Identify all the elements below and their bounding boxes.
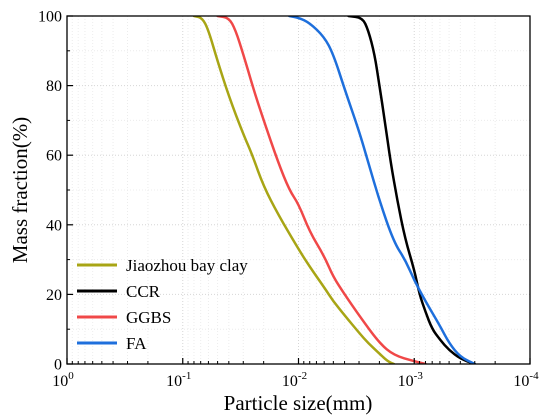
y-tick-label: 20 [46,287,62,304]
series-line-ggbs [216,16,427,364]
x-tick-labels: 100 10-1 10-2 10-3 10-4 [52,370,539,390]
legend-label: CCR [126,282,161,301]
x-tick-label: 10-4 [513,370,539,390]
x-tick-label: 100 [52,370,74,390]
x-axis-title: Particle size(mm) [224,391,373,415]
x-tick-label: 10-1 [166,370,191,390]
series-line-ccr [347,16,477,364]
legend-label: GGBS [126,308,171,327]
y-tick-label: 60 [46,148,62,165]
series-layer [192,16,477,364]
x-tick-label: 10-2 [282,370,307,390]
y-tick-label: 100 [38,9,62,26]
series-line-jiaozhou-bay-clay [192,16,396,364]
y-tick-labels: 0 20 40 60 80 100 [38,9,62,374]
series-line-fa [288,16,477,364]
legend-label: Jiaozhou bay clay [126,256,248,275]
y-tick-label: 40 [46,217,62,234]
legend: Jiaozhou bay clay CCR GGBS FA [77,256,248,353]
y-tick-label: 80 [46,78,62,95]
axis-ticks [66,15,531,365]
y-tick-label: 0 [54,357,62,374]
y-axis-title: Mass fraction(%) [8,117,32,263]
legend-label: FA [126,334,147,353]
x-tick-label: 10-3 [398,370,424,390]
